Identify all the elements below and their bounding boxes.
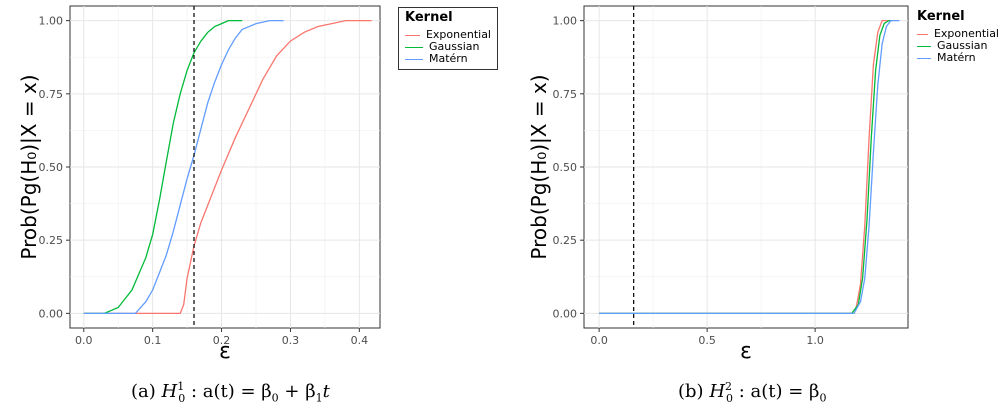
y-tick-label: 1.00 [39, 15, 64, 28]
legend-item-matern: Matérn [917, 52, 999, 64]
y-tick-label: 0.50 [39, 161, 64, 174]
legend-title: Kernel [917, 9, 965, 24]
series-line-matrn [599, 19, 900, 315]
y-tick-label: 1.00 [553, 15, 578, 28]
legend-a: Kernel Exponential Gaussian Matérn [398, 7, 498, 70]
legend-label: Matérn [937, 51, 976, 64]
caption-b: (b) H20 : a(t) = β0 [678, 380, 827, 405]
legend-label: Matérn [429, 52, 468, 65]
legend-item-gaussian: Gaussian [405, 41, 491, 53]
y-axis-label-b-wrapper: Prob(Pg(H₀)|X = x) [527, 74, 551, 259]
y-tick-label: 0.75 [39, 88, 64, 101]
y-tick-label: 0.50 [553, 161, 578, 174]
y-axis-label: Prob(Pg(H₀)|X = x) [17, 74, 41, 259]
x-tick-label: 1.0 [806, 334, 824, 347]
x-tick-label: 0.3 [282, 334, 300, 347]
grid [584, 6, 908, 328]
y-tick-label: 0.00 [553, 307, 578, 320]
x-tick-label: 0.5 [698, 334, 716, 347]
legend-item-gaussian: Gaussian [917, 40, 999, 52]
series-line-matrn [83, 19, 284, 315]
chart-a: 0.0 0.1 0.2 0.3 0.4 0.00 0.25 0.50 0.75 1.00 ε Pr… [17, 5, 381, 364]
series-line-gaussian [83, 19, 243, 315]
tick-labels: 0.0 0.5 1.0 0.00 0.25 0.50 0.75 1.00 [553, 15, 824, 347]
legend-item-exponential: Exponential [917, 28, 999, 40]
y-tick-label: 0.25 [553, 234, 578, 247]
tick-labels: 0.0 0.1 0.2 0.3 0.4 0.00 0.25 0.50 0.75 1.00 [39, 15, 369, 347]
x-axis-label: ε [219, 339, 231, 364]
legend-item-exponential: Exponential [405, 29, 491, 41]
legend-label: Gaussian [937, 39, 988, 52]
y-tick-label: 0.25 [39, 234, 64, 247]
x-tick-label: 0.2 [213, 334, 231, 347]
legend-label: Exponential [933, 27, 999, 40]
caption-a: (a) H10 : a(t) = β0 + β1t [131, 380, 330, 405]
legend-b: Kernel Exponential Gaussian Matérn [913, 7, 1005, 68]
series-lines [599, 19, 900, 315]
series-lines [83, 19, 372, 315]
series-line-gaussian [599, 19, 893, 315]
x-tick-label: 0.0 [75, 334, 93, 347]
legend-item-matern: Matérn [405, 53, 491, 65]
x-tick-label: 0.1 [144, 334, 162, 347]
legend-title: Kernel [405, 10, 453, 25]
y-axis-label: Prob(Pg(H₀)|X = x) [527, 74, 551, 259]
chart-b: 0.00.51.00.000.250.500.751.00 ε Prob(Pg(… [553, 5, 909, 364]
legend-label: Gaussian [429, 40, 480, 53]
x-tick-label: 0.4 [351, 334, 369, 347]
series-line-exponential [83, 19, 372, 315]
x-tick-label: 0.0 [590, 334, 608, 347]
y-tick-label: 0.75 [553, 88, 578, 101]
legend-label: Exponential [425, 28, 491, 41]
y-tick-label: 0.00 [39, 307, 64, 320]
x-axis-label: ε [740, 339, 752, 364]
